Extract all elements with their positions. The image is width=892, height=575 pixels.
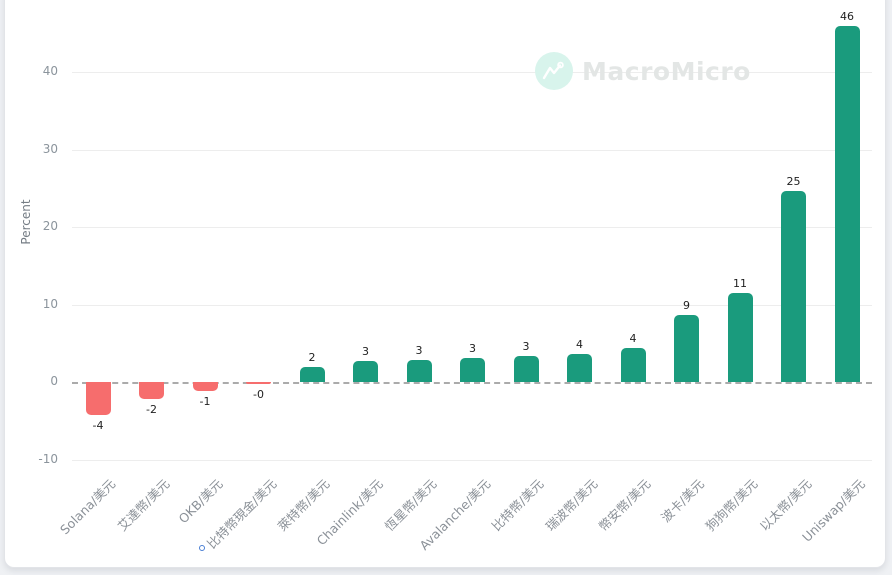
x-tick-label: Solana/美元	[57, 476, 119, 538]
bar-value-label: -4	[92, 419, 104, 433]
bar[interactable]	[567, 354, 592, 382]
bar[interactable]	[406, 359, 432, 382]
bar-value-label: 3	[415, 343, 423, 357]
x-tick-label: OKB/美元	[175, 476, 226, 527]
gridline	[72, 227, 872, 228]
bar[interactable]	[192, 382, 218, 392]
x-tick-label: 波卡/美元	[658, 476, 708, 526]
bar-value-label: 4	[629, 331, 637, 345]
bar-value-label: 9	[683, 298, 690, 312]
y-tick-label: 30	[42, 141, 58, 156]
y-tick-label: 40	[42, 64, 58, 78]
bar-value-label: 2	[308, 351, 316, 365]
bar-value-label: -1	[199, 395, 211, 409]
x-tick-label: 比特幣/美元	[488, 476, 547, 534]
blue-dot-artifact	[199, 545, 205, 551]
bar-value-label: -2	[146, 403, 157, 417]
bar-value-label: -0	[253, 388, 264, 402]
chart-card	[4, 0, 886, 568]
bar-value-label: 46	[840, 9, 854, 23]
x-tick-label: 狗狗幣/美元	[702, 476, 761, 534]
bar[interactable]	[299, 367, 325, 382]
bar[interactable]	[674, 314, 699, 382]
y-tick-label: 10	[42, 296, 58, 311]
bar[interactable]	[513, 356, 539, 382]
bar[interactable]	[727, 292, 753, 382]
bar[interactable]	[85, 382, 111, 416]
bar-value-label: 11	[733, 276, 747, 290]
gridline	[72, 72, 872, 73]
bar[interactable]	[620, 347, 646, 382]
x-tick-label: 艾達幣/美元	[114, 476, 173, 534]
bar[interactable]	[246, 382, 271, 385]
bar[interactable]	[353, 361, 378, 382]
bar-value-label: 3	[522, 340, 530, 354]
bar-value-label: 25	[786, 174, 801, 188]
gridline	[72, 149, 872, 151]
bar[interactable]	[781, 190, 806, 382]
bar-value-label: 3	[362, 345, 369, 359]
bar[interactable]	[139, 382, 164, 400]
bar-value-label: 3	[469, 341, 476, 355]
y-tick-label: 0	[50, 374, 58, 388]
x-tick-label: 幣安幣/美元	[595, 476, 654, 534]
bar-value-label: 4	[576, 338, 583, 352]
bar[interactable]	[834, 25, 860, 382]
gridline	[72, 459, 872, 461]
gridline	[72, 304, 872, 306]
y-tick-label: 20	[42, 219, 58, 233]
x-tick-label: 瑞波幣/美元	[542, 476, 601, 534]
bar[interactable]	[460, 357, 485, 382]
y-tick-label: -10	[38, 451, 58, 466]
zero-line	[72, 382, 872, 384]
